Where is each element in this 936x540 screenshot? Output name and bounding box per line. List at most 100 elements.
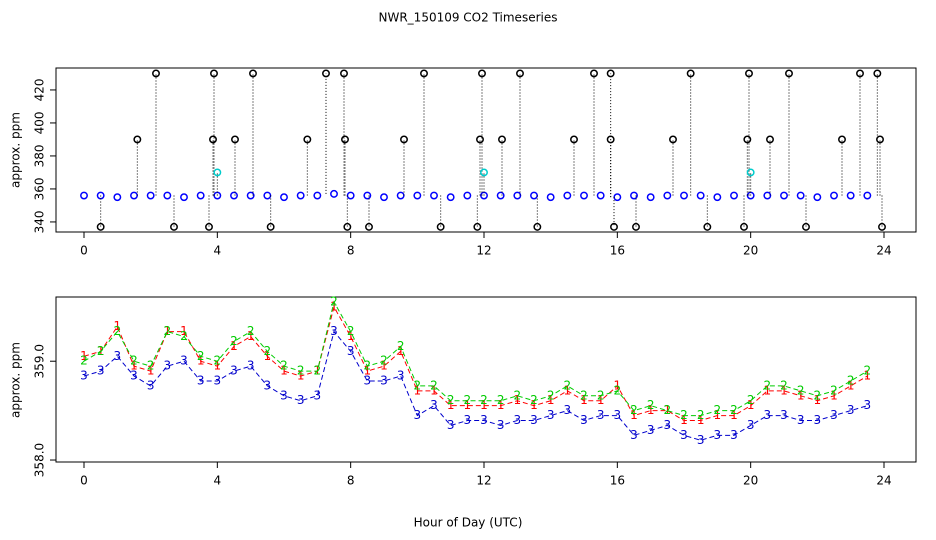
point: [180, 193, 188, 202]
point-marker: 2: [847, 373, 855, 387]
point-marker: 3: [580, 413, 588, 427]
x-tick-label: 24: [876, 244, 891, 258]
point-marker: 3: [830, 408, 838, 422]
point-marker: 2: [197, 349, 205, 363]
point-marker: 3: [380, 373, 388, 387]
point-marker: 1: [630, 408, 638, 422]
point-marker: 1: [680, 413, 688, 427]
point-marker: 1: [780, 383, 788, 397]
point: [498, 135, 506, 144]
point-marker: 1: [380, 359, 388, 373]
y-tick-label: 340: [33, 210, 47, 233]
point-marker: 1: [830, 388, 838, 402]
point-marker: 2: [497, 393, 505, 407]
point-marker: 3: [147, 378, 155, 392]
point-marker: 1: [764, 383, 772, 397]
point-marker: 1: [447, 398, 455, 412]
point: [780, 191, 788, 200]
point-marker: 1: [647, 403, 655, 417]
point: [303, 135, 312, 144]
y-tick-label: 358.0: [33, 443, 47, 477]
y-axis-label: approx. ppm: [9, 342, 23, 418]
point: [476, 135, 484, 144]
point-marker: 1: [564, 383, 572, 397]
point: [796, 191, 805, 200]
point-marker: 2: [330, 294, 338, 308]
point-marker: 2: [130, 354, 138, 368]
point-marker: 3: [214, 373, 222, 387]
point: [663, 191, 672, 200]
point-marker: 3: [197, 373, 205, 387]
x-tick-label: 12: [476, 244, 491, 258]
point: [152, 69, 160, 78]
point: [746, 168, 755, 177]
point-marker: 2: [180, 329, 188, 343]
y-tick-label: 360: [33, 177, 47, 200]
point: [513, 191, 522, 200]
point: [163, 191, 172, 200]
point: [478, 69, 486, 78]
point-marker: 2: [514, 388, 522, 402]
point-marker: 1: [747, 398, 755, 412]
point-marker: 2: [764, 378, 772, 392]
point: [533, 222, 542, 231]
point: [863, 191, 872, 200]
point-marker: 1: [497, 398, 505, 412]
point-marker: 1: [397, 344, 405, 358]
point-marker: 3: [414, 408, 422, 422]
point: [196, 191, 205, 200]
point-marker: 1: [180, 324, 188, 338]
point: [280, 193, 288, 202]
point: [613, 193, 622, 202]
point: [340, 69, 348, 78]
point: [343, 222, 352, 231]
point-marker: 3: [714, 428, 722, 442]
point-marker: 3: [97, 364, 105, 378]
point-marker: 3: [680, 428, 688, 442]
point-marker: 2: [264, 344, 272, 358]
point-marker: 2: [614, 383, 622, 397]
point-marker: 3: [297, 393, 305, 407]
point: [730, 191, 738, 200]
point-marker: 2: [430, 378, 438, 392]
point-marker: 2: [664, 403, 672, 417]
point: [802, 222, 810, 231]
point-marker: 1: [164, 324, 172, 338]
point-marker: 3: [747, 418, 755, 432]
point-marker: 3: [464, 413, 472, 427]
point: [296, 191, 305, 200]
point: [230, 191, 238, 200]
point-marker: 2: [547, 388, 555, 402]
point-marker: 2: [147, 359, 155, 373]
point-marker: 3: [664, 418, 672, 432]
point-marker: 3: [730, 428, 738, 442]
point-marker: 3: [430, 398, 438, 412]
point-marker: 3: [80, 369, 88, 383]
point: [346, 191, 355, 200]
series-line: [83, 300, 868, 417]
point: [249, 69, 257, 78]
point: [436, 222, 445, 231]
x-tick-label: 8: [347, 474, 355, 488]
x-tick-label: 4: [214, 244, 222, 258]
point: [365, 222, 373, 231]
point-marker: 3: [280, 388, 288, 402]
point-marker: 3: [530, 413, 538, 427]
point: [590, 69, 598, 78]
point: [743, 135, 752, 144]
point-marker: 3: [114, 349, 122, 363]
point: [766, 135, 774, 144]
point: [413, 191, 422, 200]
point-marker: 3: [130, 369, 138, 383]
x-axis-label: Hour of Day (UTC): [414, 516, 523, 530]
y-tick-label: 359.0: [33, 344, 47, 378]
x-tick-label: 8: [347, 244, 355, 258]
point: [96, 222, 105, 231]
point: [263, 191, 272, 200]
point-marker: 3: [630, 428, 638, 442]
point: [146, 191, 155, 200]
point-marker: 2: [530, 393, 538, 407]
point-marker: 2: [480, 393, 488, 407]
point-marker: 1: [514, 393, 522, 407]
